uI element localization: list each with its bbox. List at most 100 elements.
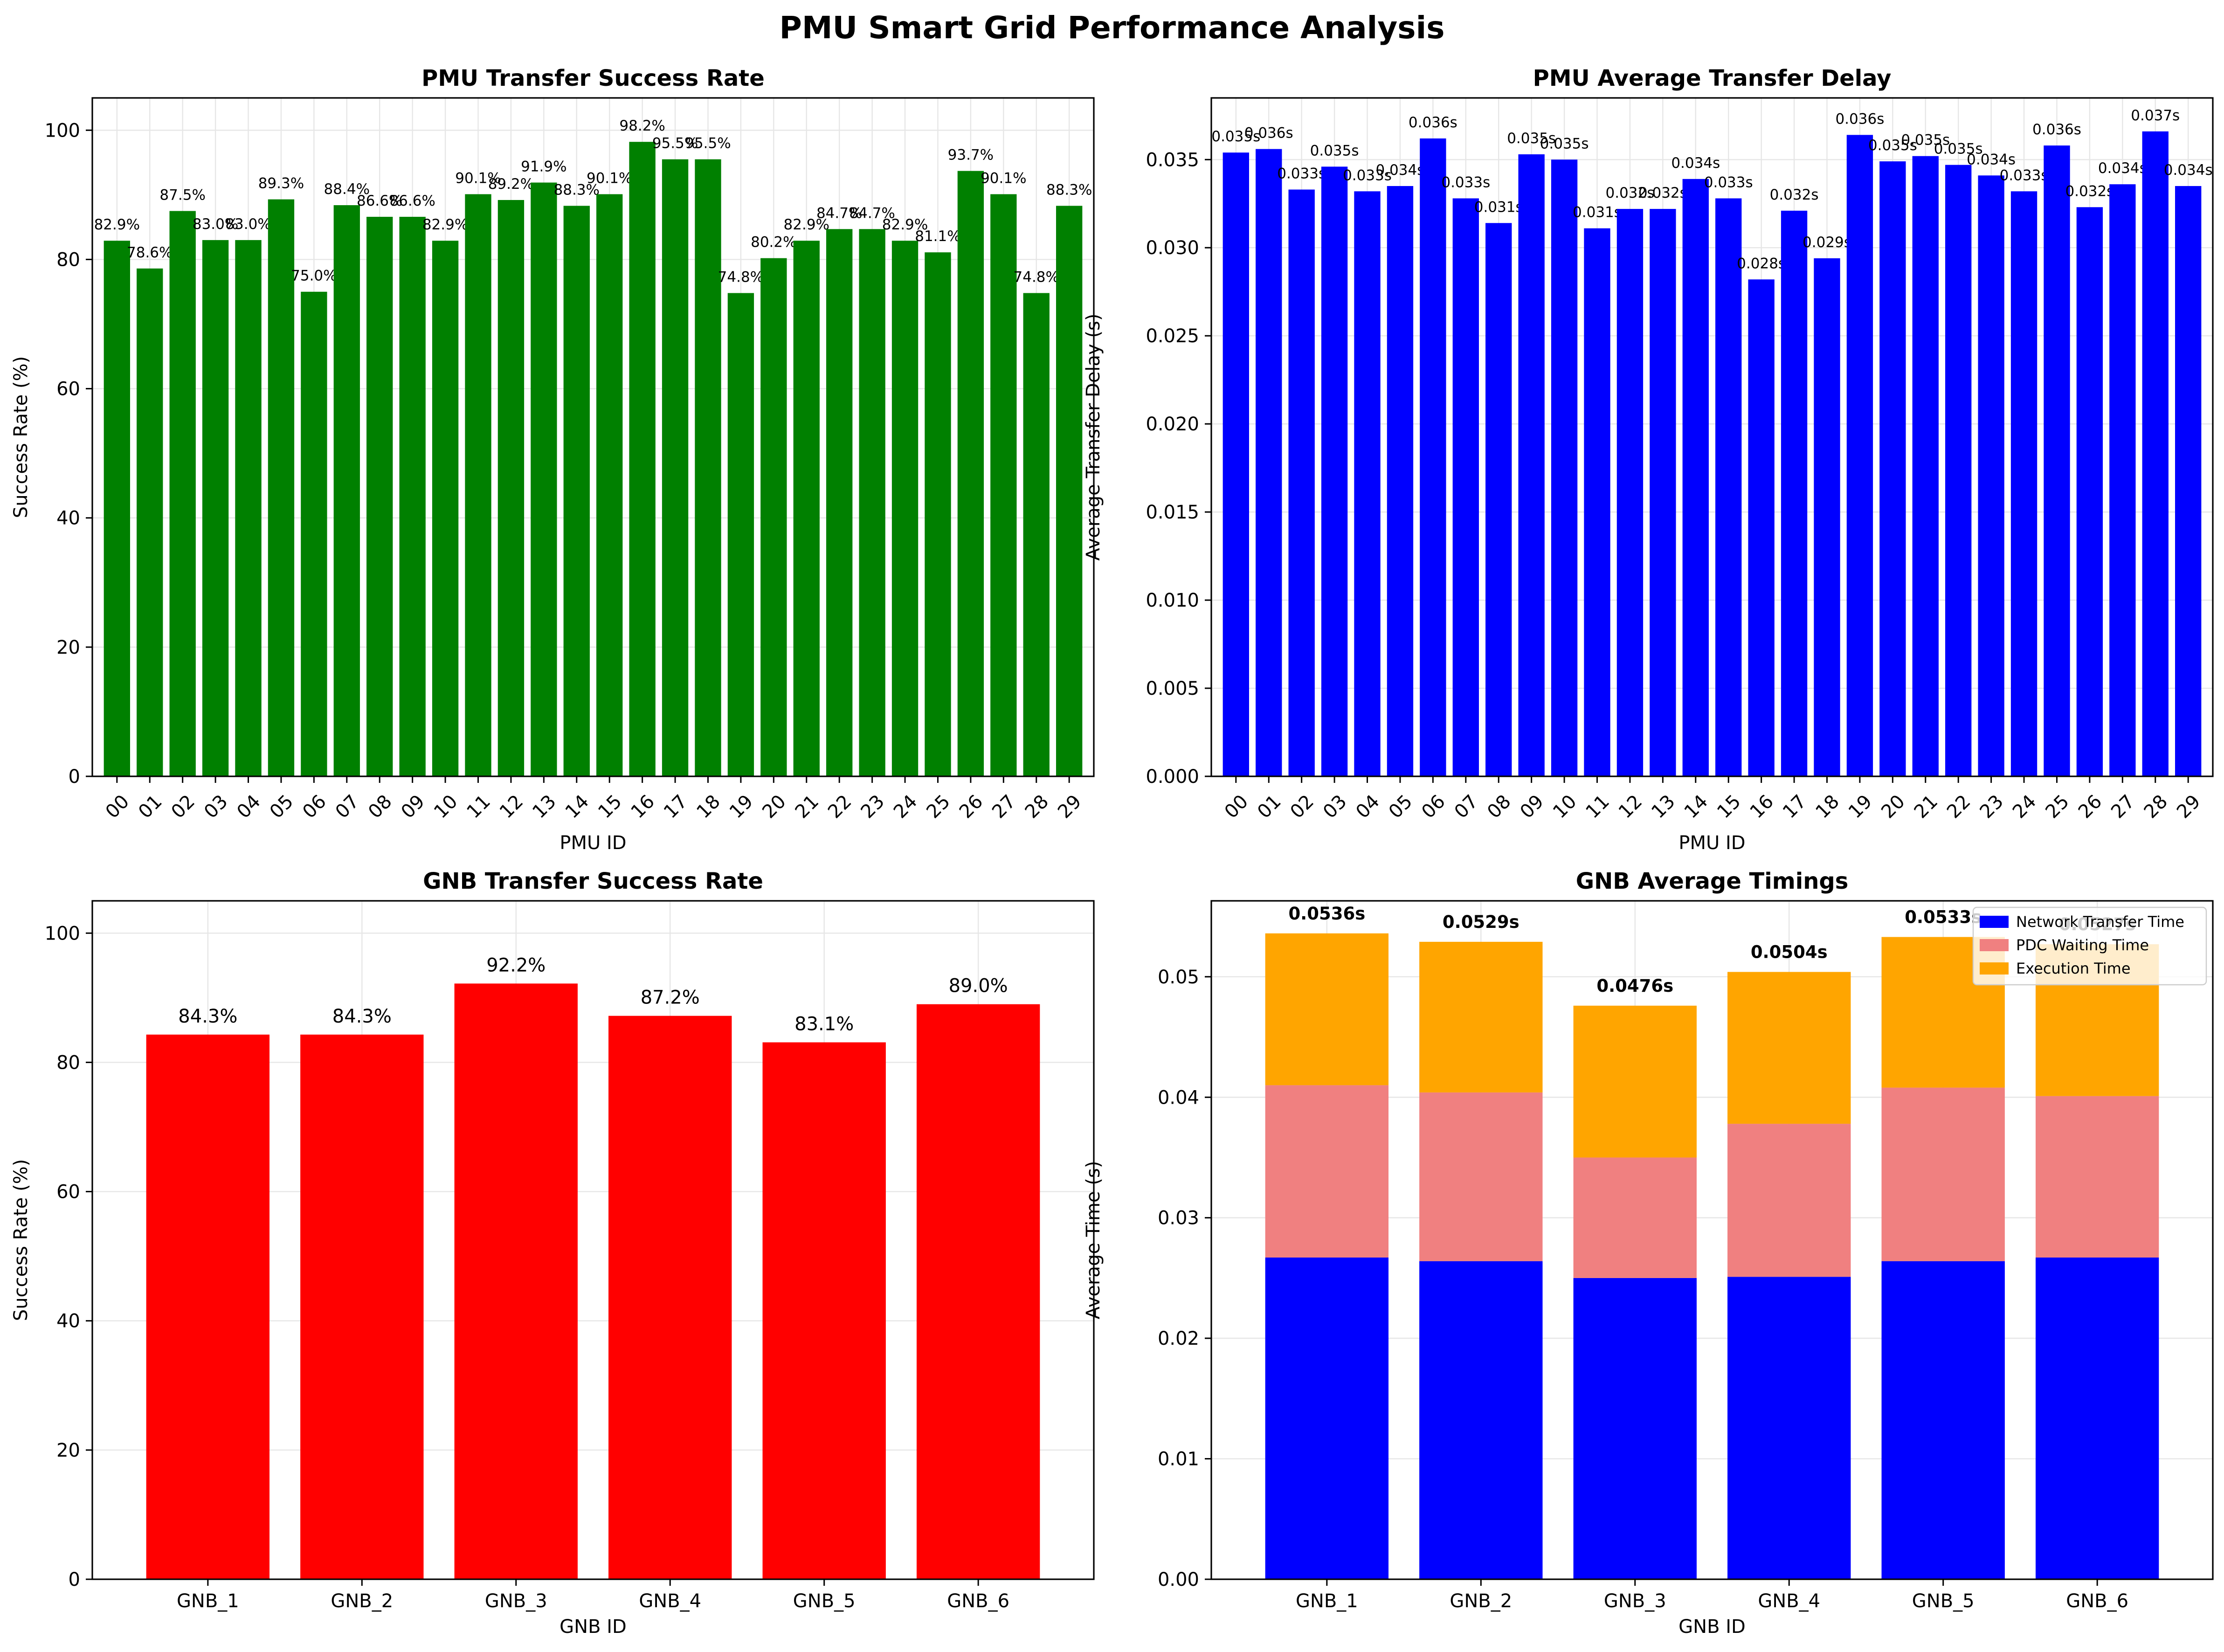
y-axis-label: Success Rate (%) [10, 356, 32, 518]
total-label: 0.0536s [1288, 904, 1365, 924]
y-tick-label: 100 [45, 923, 80, 944]
data-label: 84.3% [178, 1006, 237, 1027]
bar [1616, 209, 1644, 776]
bar-segment [1419, 1261, 1543, 1579]
bar [2142, 131, 2169, 777]
bar-segment [1727, 1277, 1851, 1579]
data-label: 95.5% [652, 135, 698, 152]
y-tick-label: 40 [56, 508, 80, 529]
x-tick-label: GNB_6 [947, 1590, 1009, 1612]
bar [1518, 154, 1545, 776]
legend-entry: Network Transfer Time [2016, 913, 2184, 931]
data-label: 0.035s [1934, 141, 1983, 158]
y-tick-label: 0.010 [1146, 590, 1199, 611]
bar-segment [1727, 1124, 1851, 1277]
chart-title: GNB Average Timings [1576, 868, 1849, 894]
data-label: 82.9% [422, 216, 468, 233]
data-label: 87.2% [641, 987, 700, 1009]
bar-segment [1265, 1257, 1389, 1579]
y-tick-label: 0.035 [1146, 149, 1199, 171]
bar-segment [1265, 1085, 1389, 1258]
bar-segment [1573, 1005, 1697, 1158]
data-label: 0.033s [1343, 167, 1392, 184]
data-label: 90.1% [587, 170, 632, 187]
bar [146, 1034, 270, 1579]
data-label: 90.1% [981, 170, 1026, 187]
data-label: 0.035s [1901, 132, 1950, 149]
x-axis-label: GNB ID [1678, 1616, 1746, 1638]
data-label: 0.035s [1868, 137, 1917, 154]
bar [366, 216, 393, 776]
data-label: 87.5% [159, 187, 205, 204]
bar [202, 240, 229, 776]
data-label: 83.1% [794, 1013, 854, 1035]
data-label: 84.7% [816, 205, 862, 221]
bar [793, 241, 820, 776]
data-label: 83.0% [193, 216, 238, 233]
x-tick-label: GNB_2 [1450, 1590, 1512, 1612]
data-label: 0.032s [1605, 185, 1654, 201]
bar [1912, 156, 1939, 776]
bar [1814, 258, 1840, 776]
y-tick-label: 80 [56, 1052, 80, 1073]
bar-segment [1881, 1087, 2005, 1261]
data-label: 0.036s [1244, 125, 1293, 142]
y-tick-label: 0.05 [1158, 967, 1199, 988]
data-label: 74.8% [718, 269, 764, 285]
bar [990, 194, 1017, 776]
bar-segment [1727, 972, 1851, 1124]
legend-swatch [1980, 962, 2009, 975]
bar [333, 205, 360, 776]
data-label: 82.9% [882, 216, 928, 233]
data-label: 88.4% [324, 181, 370, 198]
axes-frame [1210, 900, 2214, 1580]
data-label: 0.035s [1310, 142, 1359, 159]
figure-title: PMU Smart Grid Performance Analysis [779, 10, 1445, 46]
y-tick-label: 100 [45, 120, 80, 141]
bar-segment [1881, 1261, 2005, 1579]
x-tick-label: GNB_6 [2066, 1590, 2128, 1612]
legend-box [1972, 906, 2207, 986]
y-tick-label: 0.030 [1146, 237, 1199, 259]
y-tick-label: 20 [56, 1440, 80, 1461]
data-label: 89.0% [949, 975, 1008, 997]
chart-title: PMU Average Transfer Delay [1533, 65, 1892, 91]
axes-frame [1210, 97, 2214, 777]
y-tick-label: 0.02 [1158, 1328, 1199, 1349]
data-label: 0.032s [1638, 185, 1687, 201]
y-tick-label: 60 [56, 1182, 80, 1203]
data-label: 81.1% [915, 228, 960, 245]
data-label: 0.035s [1507, 130, 1556, 147]
x-axis-label: GNB ID [559, 1616, 627, 1638]
data-label: 0.032s [1770, 187, 1819, 203]
y-tick-label: 0.020 [1146, 414, 1199, 435]
data-label: 0.035s [1540, 135, 1589, 152]
data-label: 0.033s [1441, 174, 1490, 191]
bar [169, 211, 196, 776]
bar [608, 1016, 732, 1579]
y-axis-label: Average Transfer Delay (s) [1083, 314, 1104, 561]
bar [497, 200, 525, 776]
data-label: 0.031s [1573, 204, 1622, 221]
bar [268, 199, 295, 776]
bar [531, 182, 557, 776]
data-label: 93.7% [948, 147, 994, 164]
chart-title: PMU Transfer Success Rate [421, 65, 765, 91]
bar [1650, 209, 1676, 776]
y-tick-label: 80 [56, 249, 80, 270]
bar [454, 983, 578, 1579]
x-axis-label: PMU ID [559, 832, 626, 854]
y-axis-label: Success Rate (%) [10, 1159, 32, 1321]
bar [1256, 149, 1282, 776]
legend-swatch [1980, 939, 2009, 951]
data-label: 0.037s [2131, 107, 2180, 124]
bar [925, 252, 951, 776]
x-tick-label: GNB_1 [177, 1590, 239, 1612]
bar [760, 258, 787, 776]
y-tick-label: 0 [69, 766, 80, 788]
bar [695, 159, 721, 777]
y-tick-label: 0.01 [1158, 1449, 1199, 1470]
bar [465, 194, 491, 776]
x-tick-label: GNB_1 [1296, 1590, 1358, 1612]
data-label: 78.6% [127, 244, 173, 261]
